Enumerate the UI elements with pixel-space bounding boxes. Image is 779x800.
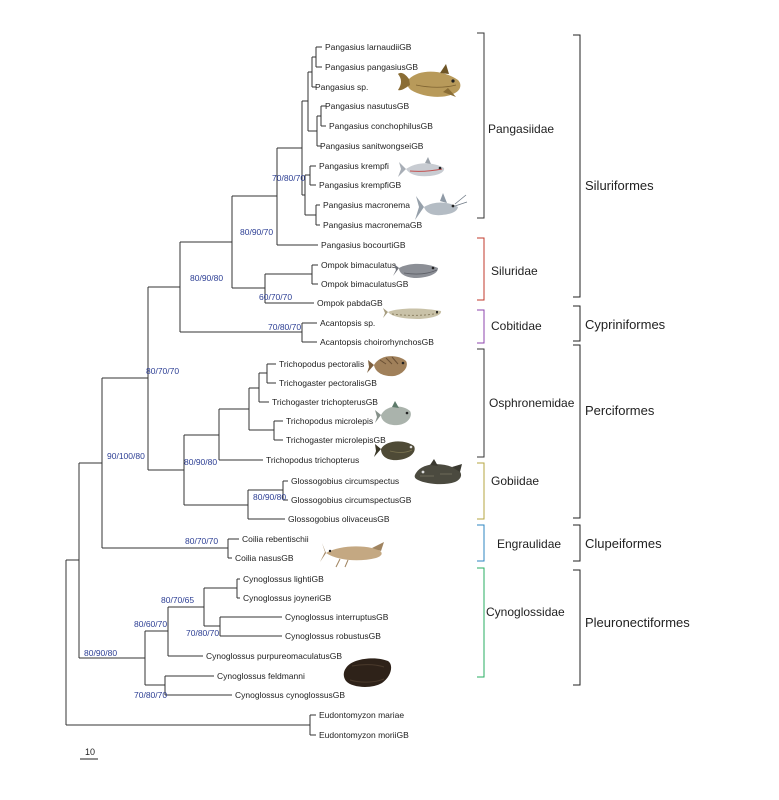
taxon-label: Cynoglossus lightiGB bbox=[243, 574, 324, 584]
silver-catfish-icon bbox=[398, 157, 445, 177]
family-label-gobiidae: Gobiidae bbox=[491, 474, 539, 488]
family-bracket-cobitidae bbox=[477, 309, 485, 344]
silver-catfish-icon bbox=[415, 193, 468, 220]
support-value: 80/90/80 bbox=[184, 457, 217, 467]
support-value: 60/70/70 bbox=[259, 292, 292, 302]
support-value: 80/70/70 bbox=[146, 366, 179, 376]
family-label-cynoglossidae: Cynoglossidae bbox=[486, 605, 565, 619]
gourami-icon bbox=[367, 356, 407, 377]
support-value: 90/100/80 bbox=[107, 451, 145, 461]
taxon-label: Eudontomyzon mariae bbox=[319, 710, 404, 720]
taxon-label: Pangasius krempfiGB bbox=[319, 180, 402, 190]
taxon-label: Coilia rebentischii bbox=[242, 534, 309, 544]
support-value: 80/90/70 bbox=[240, 227, 273, 237]
family-label-cobitidae: Cobitidae bbox=[491, 319, 542, 333]
taxon-label: Ompok bimaculatus bbox=[321, 260, 396, 270]
support-value: 70/80/70 bbox=[134, 690, 167, 700]
family-bracket-pangasiidae bbox=[477, 32, 485, 219]
glass-catfish-icon bbox=[393, 263, 438, 278]
order-label-siluriformes: Siluriformes bbox=[585, 178, 654, 193]
taxon-label: Cynoglossus interruptusGB bbox=[285, 612, 389, 622]
taxon-label: Cynoglossus feldmanni bbox=[217, 671, 305, 681]
order-label-cypriniformes: Cypriniformes bbox=[585, 317, 666, 332]
scale-bar-label: 10 bbox=[85, 747, 95, 757]
taxon-label: Trichopodus microlepis bbox=[286, 416, 373, 426]
family-label-osphronemidae: Osphronemidae bbox=[489, 396, 575, 410]
gourami-icon bbox=[375, 401, 411, 426]
taxon-label: Cynoglossus cynoglossusGB bbox=[235, 690, 345, 700]
taxon-label: Pangasius larnaudiiGB bbox=[325, 42, 412, 52]
taxon-label: Pangasius nasutusGB bbox=[325, 101, 409, 111]
taxon-label: Trichogaster trichopterusGB bbox=[272, 397, 378, 407]
order-bracket-pleuronectiformes bbox=[573, 569, 581, 686]
order-label-pleuronectiformes: Pleuronectiformes bbox=[585, 615, 690, 630]
support-value: 70/80/70 bbox=[186, 628, 219, 638]
support-value: 80/90/80 bbox=[190, 273, 223, 283]
taxon-label: Acantopsis choirorhynchosGB bbox=[320, 337, 434, 347]
order-labels: Siluriformes Cypriniformes Perciformes C… bbox=[585, 178, 690, 630]
taxon-labels: Pangasius larnaudiiGB Pangasius pangasiu… bbox=[206, 42, 434, 740]
taxon-label: Glossogobius circumspectusGB bbox=[291, 495, 412, 505]
taxon-label: Trichopodus pectoralis bbox=[279, 359, 364, 369]
taxon-label: Cynoglossus robustusGB bbox=[285, 631, 381, 641]
support-value: 70/80/70 bbox=[272, 173, 305, 183]
family-label-engraulidae: Engraulidae bbox=[497, 537, 561, 551]
taxon-label: Pangasius sanitwongseiGB bbox=[320, 141, 424, 151]
taxon-label: Pangasius macronemaGB bbox=[323, 220, 423, 230]
taxon-label: Pangasius bocourtiGB bbox=[321, 240, 406, 250]
support-value: 80/90/80 bbox=[253, 492, 286, 502]
family-label-siluridae: Siluridae bbox=[491, 264, 538, 278]
taxon-label: Pangasius pangasiusGB bbox=[325, 62, 418, 72]
order-label-clupeiformes: Clupeiformes bbox=[585, 536, 662, 551]
gourami-icon bbox=[374, 441, 415, 461]
scale-bar: 10 bbox=[80, 747, 98, 760]
taxon-label: Ompok pabdaGB bbox=[317, 298, 383, 308]
loach-icon bbox=[383, 308, 442, 319]
taxon-label: Pangasius sp. bbox=[315, 82, 368, 92]
taxon-label: Ompok bimaculatusGB bbox=[321, 279, 409, 289]
taxon-label: Cynoglossus joyneriGB bbox=[243, 593, 332, 603]
order-bracket-cypriniformes bbox=[573, 305, 581, 342]
order-bracket-siluriformes bbox=[573, 34, 581, 298]
tree-branches bbox=[65, 46, 326, 736]
taxon-label: Trichopodus trichopterus bbox=[266, 455, 359, 465]
order-brackets bbox=[573, 34, 581, 686]
taxon-label: Coilia nasusGB bbox=[235, 553, 294, 563]
family-bracket-gobiidae bbox=[477, 462, 485, 520]
anchovy-icon bbox=[320, 542, 384, 568]
taxon-label: Trichogaster microlepisGB bbox=[286, 435, 386, 445]
family-labels: Pangasiidae Siluridae Cobitidae Osphrone… bbox=[486, 122, 575, 619]
support-value: 80/70/70 bbox=[185, 536, 218, 546]
taxon-label: Trichogaster pectoralisGB bbox=[279, 378, 377, 388]
taxon-label: Cynoglossus purpureomaculatusGB bbox=[206, 651, 342, 661]
tongue-sole-icon bbox=[343, 658, 392, 687]
family-bracket-siluridae bbox=[477, 237, 485, 301]
support-value: 80/70/65 bbox=[161, 595, 194, 605]
taxon-label: Glossogobius olivaceusGB bbox=[288, 514, 390, 524]
support-values: 70/80/70 80/90/70 80/90/80 60/70/70 70/8… bbox=[84, 173, 305, 700]
support-value: 70/80/70 bbox=[268, 322, 301, 332]
order-bracket-clupeiformes bbox=[573, 524, 581, 562]
taxon-label: Acantopsis sp. bbox=[320, 318, 375, 328]
family-bracket-engraulidae bbox=[477, 524, 485, 562]
goby-icon bbox=[414, 459, 462, 485]
taxon-label: Glossogobius circumspectus bbox=[291, 476, 399, 486]
order-bracket-perciformes bbox=[573, 344, 581, 519]
support-value: 80/60/70 bbox=[134, 619, 167, 629]
family-brackets bbox=[477, 32, 485, 678]
family-label-pangasiidae: Pangasiidae bbox=[488, 122, 554, 136]
silver-shark-catfish-icon bbox=[398, 64, 461, 97]
family-bracket-osphronemidae bbox=[477, 348, 485, 458]
taxon-label: Pangasius conchophilusGB bbox=[329, 121, 433, 131]
family-bracket-cynoglossidae bbox=[477, 567, 485, 678]
taxon-label: Eudontomyzon moriiGB bbox=[319, 730, 409, 740]
order-label-perciformes: Perciformes bbox=[585, 403, 655, 418]
taxon-label: Pangasius krempfi bbox=[319, 161, 389, 171]
fish-icons bbox=[320, 64, 468, 687]
support-value: 80/90/80 bbox=[84, 648, 117, 658]
taxon-label: Pangasius macronema bbox=[323, 200, 410, 210]
